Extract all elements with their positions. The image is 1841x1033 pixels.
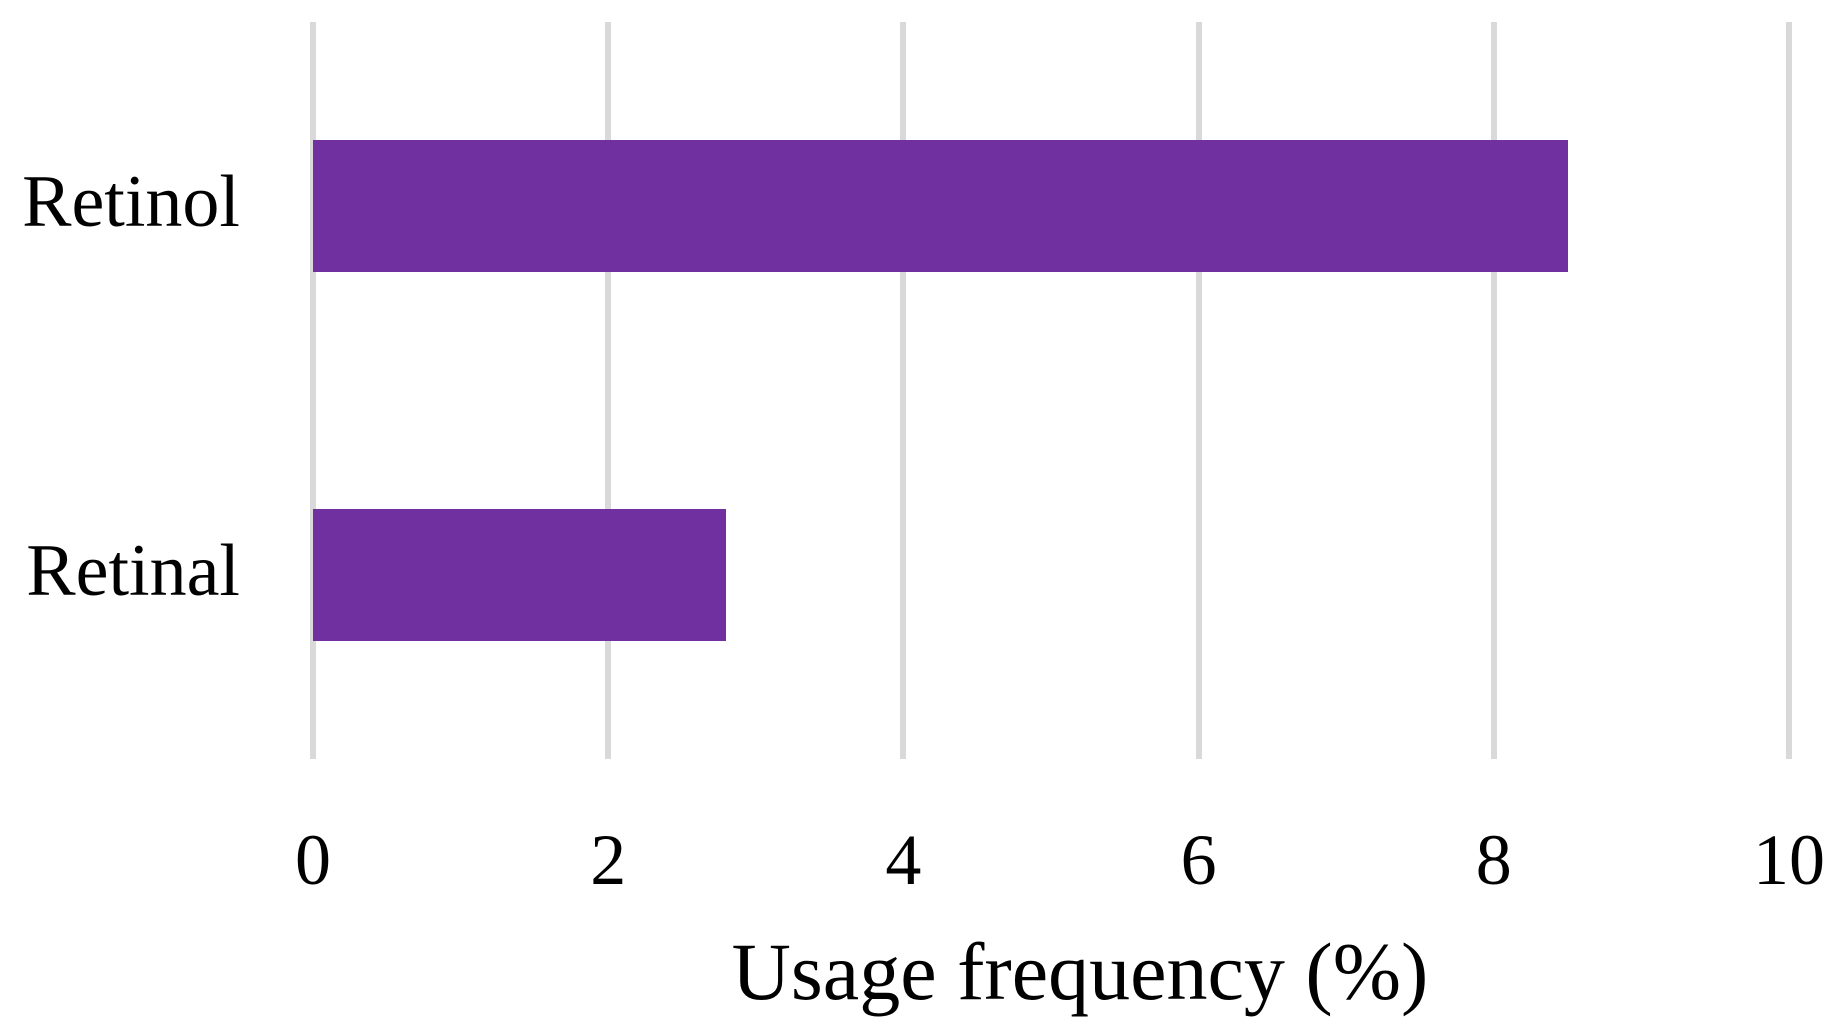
gridline-0: [310, 22, 316, 759]
x-tick-label-4: 4: [885, 820, 922, 900]
gridline-6: [1195, 22, 1202, 759]
x-tick-label-2: 2: [590, 820, 627, 900]
x-tick-label-10: 10: [1753, 820, 1825, 900]
x-tick-label-0: 0: [295, 820, 331, 900]
plot-area: [310, 22, 1792, 759]
x-tick-label-6: 6: [1180, 820, 1217, 900]
gridline-4: [900, 22, 907, 759]
category-label-retinol: Retinol: [22, 161, 240, 243]
gridline-2: [605, 22, 612, 759]
category-label-retinal: Retinal: [26, 530, 240, 612]
bar-retinol: [313, 140, 1568, 272]
x-axis-title: Usage frequency (%): [731, 926, 1429, 1017]
gridline-10: [1786, 22, 1792, 759]
x-tick-label-8: 8: [1475, 820, 1512, 900]
gridline-8: [1490, 22, 1497, 759]
bar-retinal: [313, 509, 726, 641]
